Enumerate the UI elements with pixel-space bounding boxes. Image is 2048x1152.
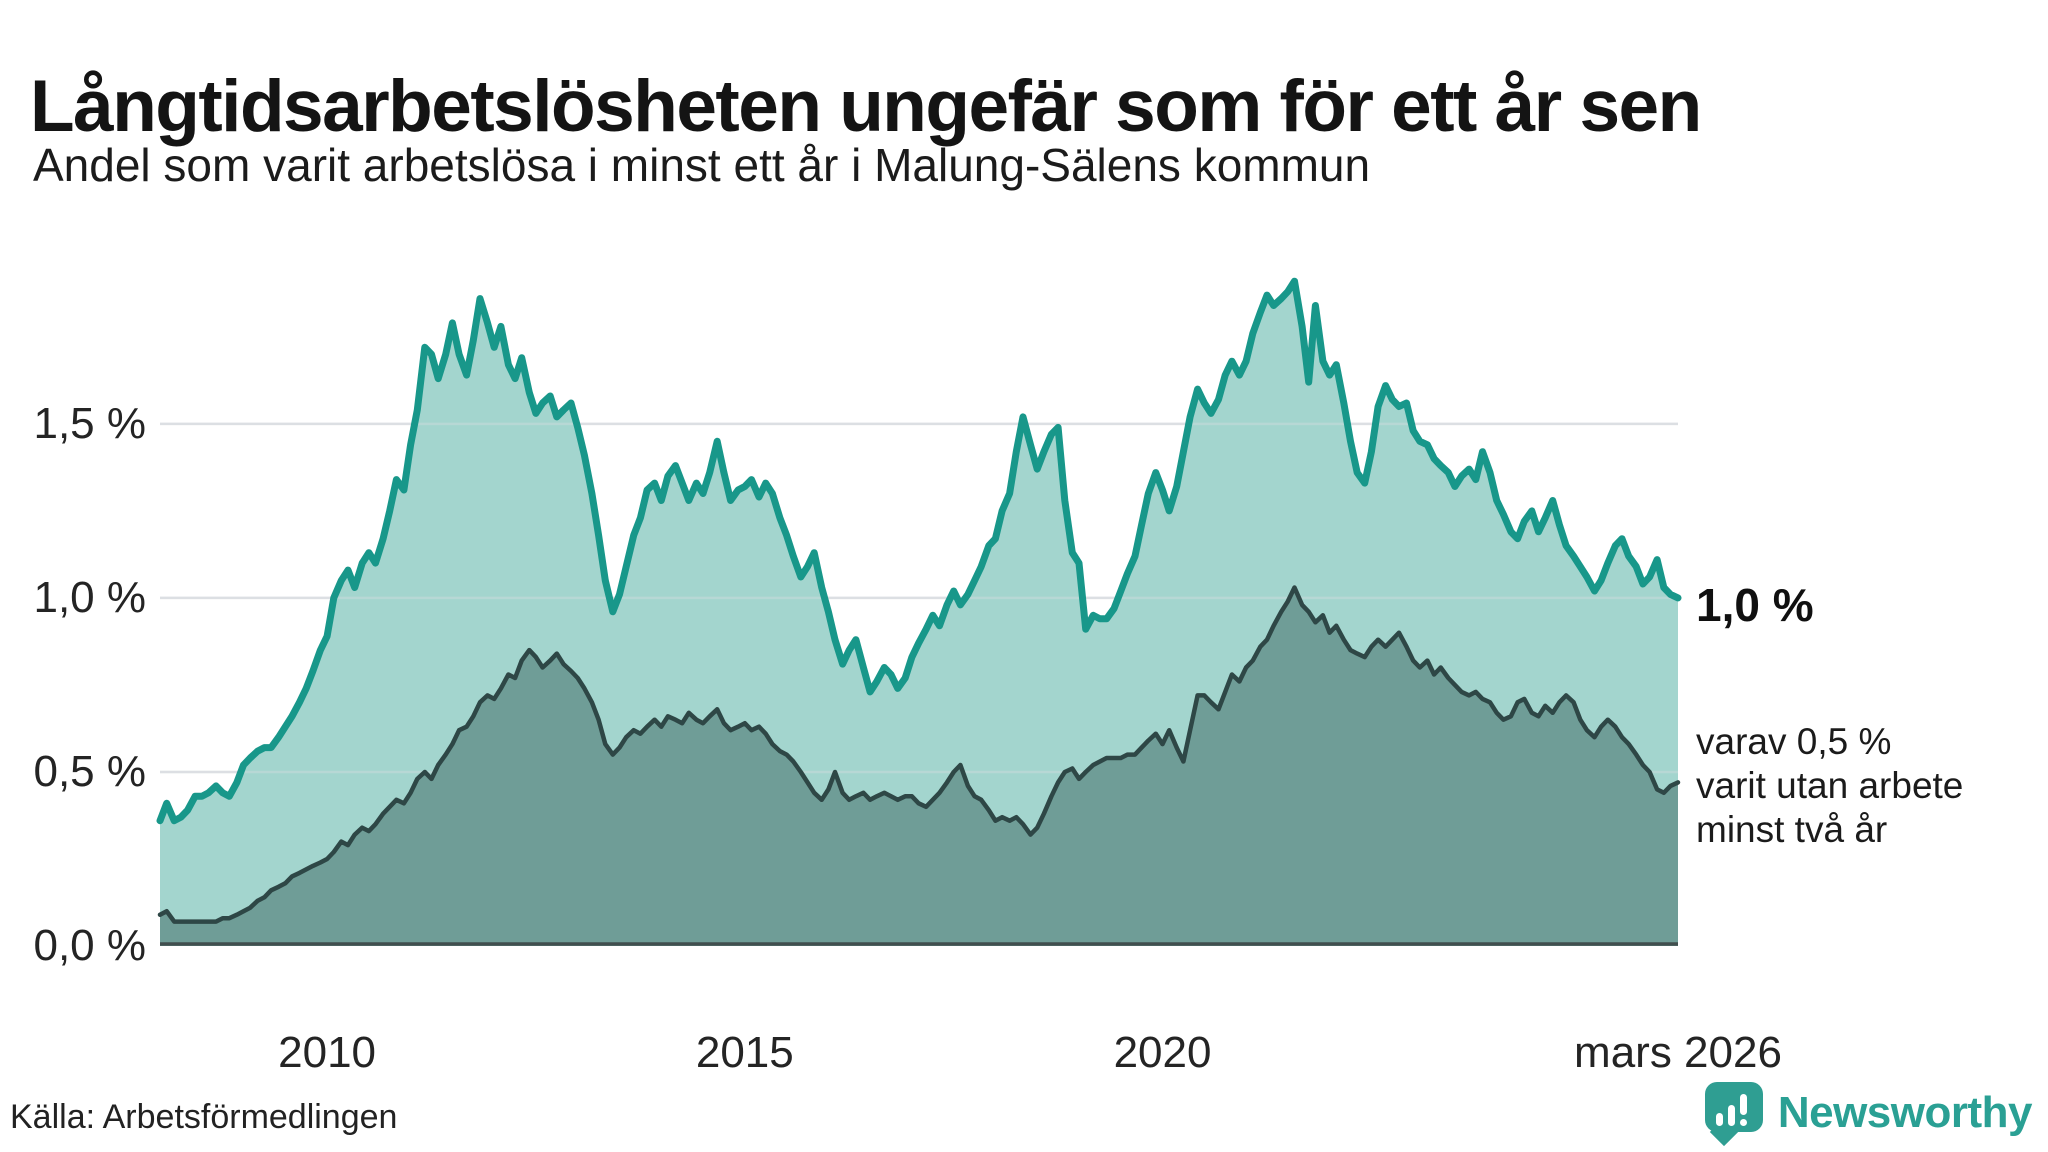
x-axis-tick-mars-2026: mars 2026: [1574, 1028, 1782, 1077]
newsworthy-logo[interactable]: Newsworthy: [1704, 1082, 2033, 1147]
x-axis-tick-2015: 2015: [695, 1028, 794, 1077]
series-end-label-one-year: 1,0 %: [1696, 578, 1814, 631]
y-axis-tick-1-0: 1,0 %: [33, 572, 146, 622]
x-axis-tick-2020: 2020: [1113, 1028, 1212, 1077]
y-axis-tick-1-5: 1,5 %: [33, 398, 146, 448]
source-credit: Källa: Arbetsförmedlingen: [10, 1098, 398, 1136]
x-axis-tick-2010: 2010: [278, 1028, 377, 1077]
page-title: Långtidsarbetslösheten ungefär som för e…: [30, 65, 1702, 147]
series-end-label-line-3: minst två år: [1696, 808, 1888, 850]
y-axis-tick-0-5: 0,5 %: [33, 746, 146, 796]
series-end-label-line-2: varit utan arbete: [1696, 765, 1964, 807]
page-subtitle: Andel som varit arbetslösa i minst ett å…: [33, 139, 1371, 191]
series-end-label-two-years: varav 0,5 % varit utan arbete minst två …: [1696, 720, 1963, 851]
chart-canvas: [156, 277, 1682, 946]
series-end-label-line-1: varav 0,5 %: [1696, 721, 1892, 763]
y-axis-tick-0-0: 0,0 %: [33, 921, 146, 970]
newsworthy-wordmark: Newsworthy: [1777, 1088, 2033, 1137]
newsworthy-pin-barchart-icon: [1704, 1082, 1763, 1147]
